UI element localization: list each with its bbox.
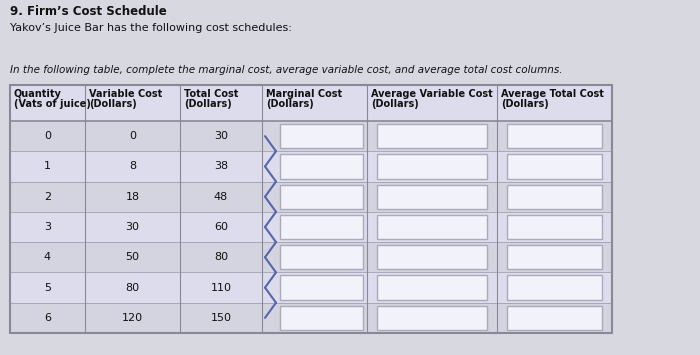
Text: 9. Firm’s Cost Schedule: 9. Firm’s Cost Schedule xyxy=(10,5,167,18)
Text: 0: 0 xyxy=(44,131,51,141)
Bar xyxy=(507,215,602,239)
Bar xyxy=(280,124,363,148)
Text: 80: 80 xyxy=(125,283,139,293)
Text: Variable Cost: Variable Cost xyxy=(89,89,162,99)
Text: 0: 0 xyxy=(129,131,136,141)
Text: (Dollars): (Dollars) xyxy=(371,99,419,109)
Bar xyxy=(507,306,602,330)
Text: 30: 30 xyxy=(125,222,139,232)
Bar xyxy=(280,185,363,209)
Text: Quantity: Quantity xyxy=(14,89,62,99)
Text: 120: 120 xyxy=(122,313,143,323)
Text: 30: 30 xyxy=(214,131,228,141)
Bar xyxy=(280,154,363,179)
Text: 38: 38 xyxy=(214,162,228,171)
Bar xyxy=(280,306,363,330)
Text: Average Total Cost: Average Total Cost xyxy=(501,89,604,99)
Text: Average Variable Cost: Average Variable Cost xyxy=(371,89,493,99)
Bar xyxy=(280,275,363,300)
Bar xyxy=(377,245,487,269)
Bar xyxy=(507,275,602,300)
Text: 6: 6 xyxy=(44,313,51,323)
Bar xyxy=(377,215,487,239)
Bar xyxy=(10,181,612,212)
Text: (Vats of juice): (Vats of juice) xyxy=(14,99,91,109)
Text: 8: 8 xyxy=(129,162,136,171)
Bar xyxy=(377,185,487,209)
Text: Total Cost: Total Cost xyxy=(184,89,239,99)
Text: 60: 60 xyxy=(214,222,228,232)
Bar xyxy=(10,272,612,303)
Text: 48: 48 xyxy=(214,192,228,202)
Bar xyxy=(280,245,363,269)
Text: 110: 110 xyxy=(211,283,232,293)
Bar xyxy=(507,154,602,179)
Bar xyxy=(10,85,612,333)
Bar xyxy=(507,185,602,209)
Text: In the following table, complete the marginal cost, average variable cost, and a: In the following table, complete the mar… xyxy=(10,65,563,75)
Bar xyxy=(10,85,612,121)
Text: 5: 5 xyxy=(44,283,51,293)
Bar xyxy=(10,303,612,333)
Bar xyxy=(280,215,363,239)
Text: Marginal Cost: Marginal Cost xyxy=(266,89,342,99)
Bar xyxy=(377,275,487,300)
Text: 150: 150 xyxy=(211,313,232,323)
Bar xyxy=(10,121,612,151)
Bar xyxy=(377,154,487,179)
Bar xyxy=(507,245,602,269)
Bar xyxy=(507,124,602,148)
Text: 80: 80 xyxy=(214,252,228,262)
Text: (Dollars): (Dollars) xyxy=(184,99,232,109)
Text: 4: 4 xyxy=(44,252,51,262)
Text: 3: 3 xyxy=(44,222,51,232)
Bar xyxy=(10,242,612,272)
Text: 18: 18 xyxy=(125,192,139,202)
Text: 2: 2 xyxy=(44,192,51,202)
Text: Yakov’s Juice Bar has the following cost schedules:: Yakov’s Juice Bar has the following cost… xyxy=(10,23,292,33)
Bar xyxy=(10,151,612,181)
Text: (Dollars): (Dollars) xyxy=(89,99,136,109)
Bar xyxy=(377,306,487,330)
Text: 50: 50 xyxy=(125,252,139,262)
Bar xyxy=(10,212,612,242)
Text: 1: 1 xyxy=(44,162,51,171)
Text: (Dollars): (Dollars) xyxy=(501,99,549,109)
Text: (Dollars): (Dollars) xyxy=(266,99,314,109)
Bar xyxy=(377,124,487,148)
